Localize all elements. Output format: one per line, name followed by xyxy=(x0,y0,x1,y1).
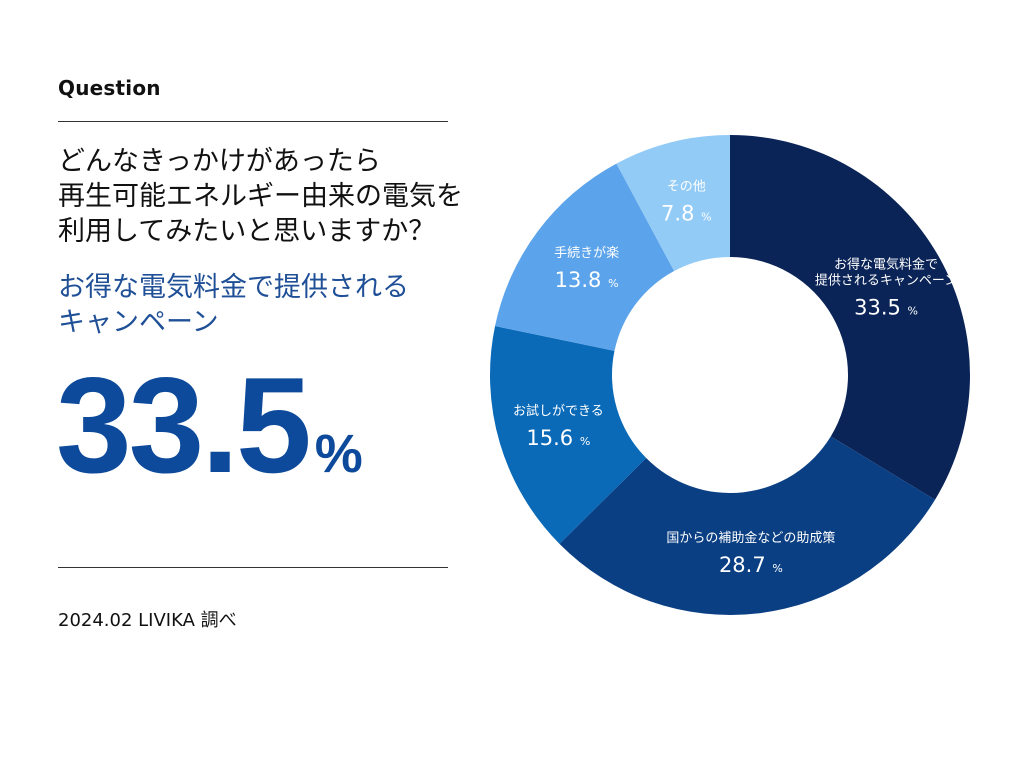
label-slice-13-8: 手続きが楽 13.8 % xyxy=(554,245,619,292)
slice-value-label: 33.5 % xyxy=(854,295,918,319)
donut-slice-15-6 xyxy=(489,326,647,544)
donut-slices xyxy=(489,135,971,615)
slice-unit-label: % xyxy=(580,435,590,448)
highlight-value: 33.5 xyxy=(56,349,312,501)
slice-unit-label: % xyxy=(908,304,918,317)
highlight-percentage: 33.5% xyxy=(56,350,363,500)
question-line: 利用してみたいと思いますか？ xyxy=(58,216,436,247)
question-line: どんなきっかけがあったら xyxy=(58,146,381,177)
answer-line: キャンペーン xyxy=(58,307,219,338)
question-line: 再生可能エネルギー由来の電気を xyxy=(58,181,463,212)
slice-name-label: お試しができる xyxy=(513,403,604,419)
question-label: Question xyxy=(58,76,161,100)
slice-name-label: 国からの補助金などの助成策 xyxy=(666,530,835,546)
top-answer-text: お得な電気料金で提供される キャンペーン xyxy=(58,270,488,340)
top-divider xyxy=(58,121,448,122)
donut-slice-13-8 xyxy=(495,163,675,351)
slice-value-label: 28.7 % xyxy=(719,553,783,577)
label-slice-15-6: お試しができる 15.6 % xyxy=(513,403,604,450)
slice-unit-label: % xyxy=(701,210,711,223)
source-credit: 2024.02 LIVIKA 調べ xyxy=(58,610,237,631)
donut-slice-7-8 xyxy=(616,135,730,272)
question-text: どんなきっかけがあったら 再生可能エネルギー由来の電気を 利用してみたいと思いま… xyxy=(58,144,528,249)
donut-slice-28-7 xyxy=(559,436,936,615)
donut-slice-33-5 xyxy=(730,135,971,500)
slice-value-label: 15.6 % xyxy=(526,426,590,450)
slice-name-label: お得な電気料金で xyxy=(834,256,938,272)
slice-unit-label: % xyxy=(608,277,618,290)
slice-value-label: 13.8 % xyxy=(555,268,619,292)
highlight-unit: % xyxy=(314,424,363,484)
slice-name-label: 手続きが楽 xyxy=(554,245,619,261)
answer-line: お得な電気料金で提供される xyxy=(58,272,409,303)
slice-unit-label: % xyxy=(772,562,782,575)
bottom-divider xyxy=(58,567,448,568)
slice-name-label: 提供されるキャンペーン xyxy=(815,272,957,288)
slice-name-label: その他 xyxy=(667,179,706,194)
label-slice-28-7: 国からの補助金などの助成策 28.7 % xyxy=(666,530,835,577)
